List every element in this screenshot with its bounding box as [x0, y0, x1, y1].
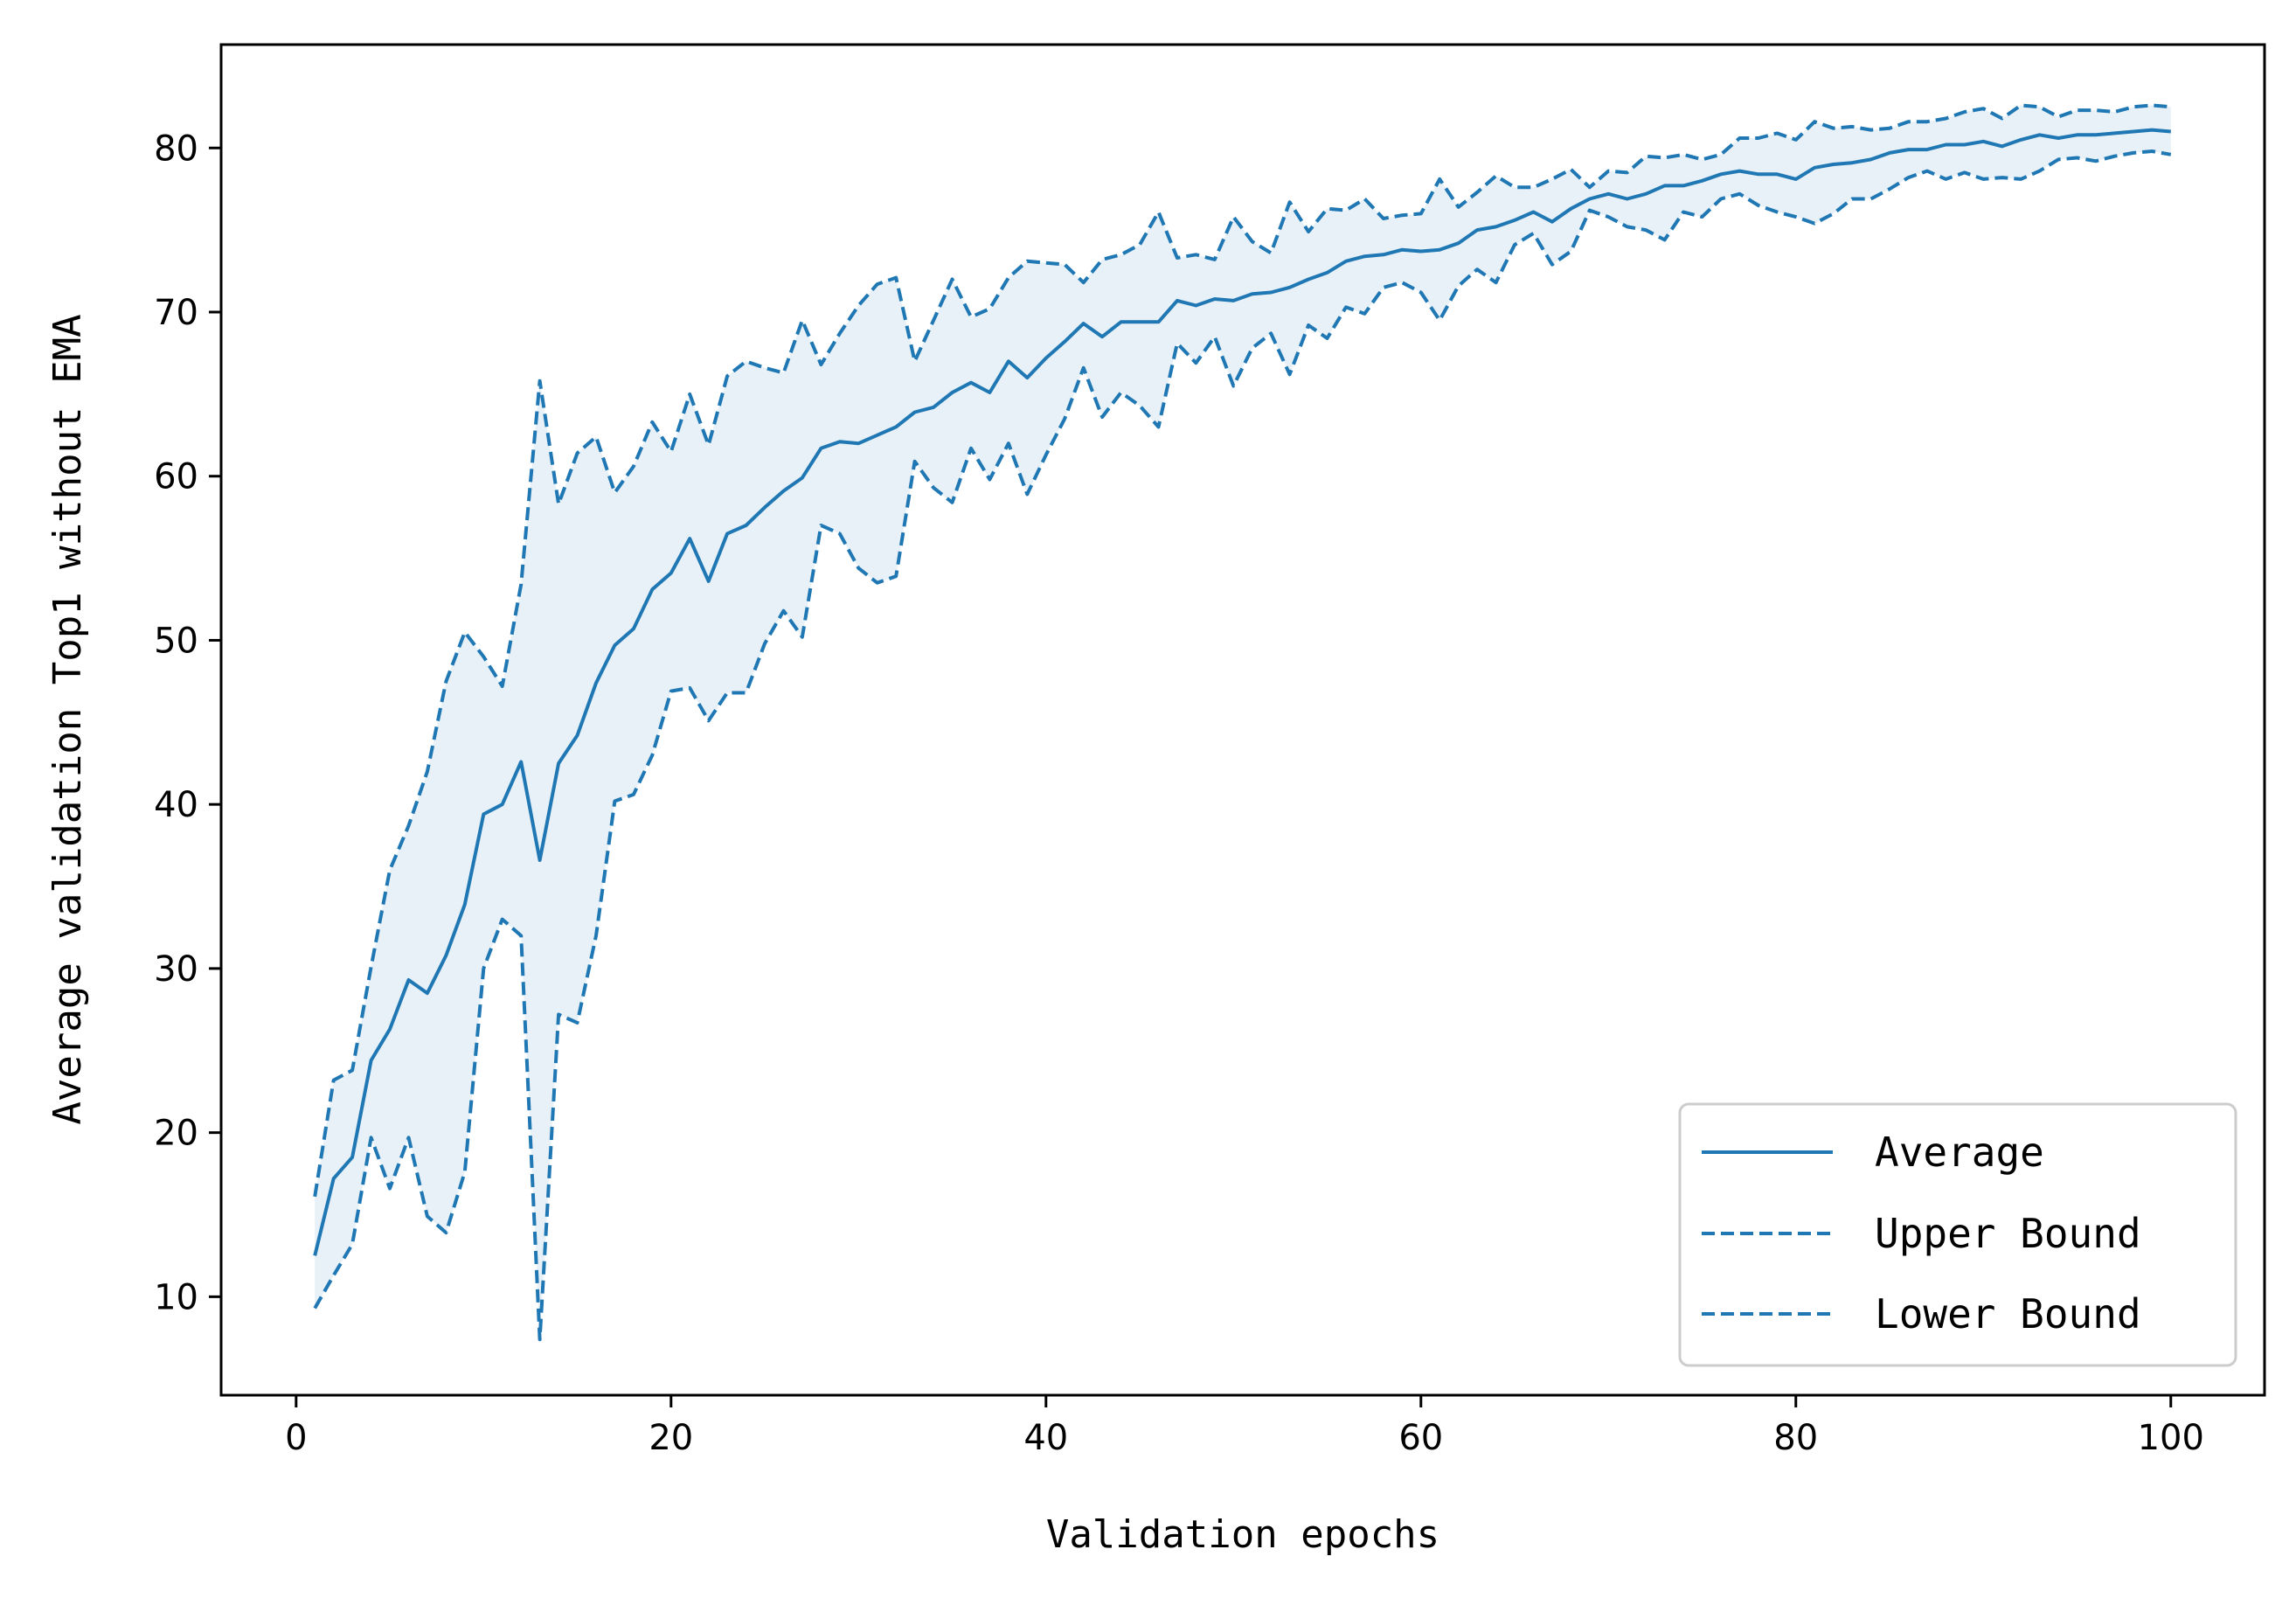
series-line-lower-bound: [313, 149, 2172, 1342]
y-tick-label: 30: [154, 949, 198, 990]
plot-frame: [219, 43, 2266, 1397]
y-tick-label: 60: [154, 457, 198, 497]
x-tick-label: 60: [1398, 1418, 1443, 1458]
legend-label-upper-bound: Upper Bound: [1875, 1210, 2141, 1257]
x-axis: 0 20 40 60 80 100: [285, 1395, 2204, 1458]
y-tick-label: 10: [154, 1277, 198, 1317]
confidence-band: [315, 105, 2171, 1340]
y-tick-label: 50: [154, 621, 198, 661]
x-tick-label: 100: [2138, 1418, 2204, 1458]
plot-area: [313, 103, 2172, 1342]
legend-label-lower-bound: Lower Bound: [1875, 1290, 2141, 1337]
x-tick-label: 40: [1023, 1418, 1068, 1458]
legend: Average Upper Bound Lower Bound: [1678, 1102, 2237, 1367]
x-tick-label: 80: [1773, 1418, 1818, 1458]
y-tick-label: 40: [154, 785, 198, 825]
legend-frame: [1678, 1102, 2237, 1367]
y-tick-label: 20: [154, 1114, 198, 1154]
y-tick-label: 70: [154, 293, 198, 333]
x-tick-label: 0: [285, 1418, 307, 1458]
series-line-average: [313, 128, 2171, 1256]
y-axis-label: Average validation Top1 without EMA: [45, 314, 90, 1124]
y-tick-label: 80: [154, 129, 198, 169]
x-axis-label: Validation epochs: [1046, 1512, 1439, 1557]
legend-label-average: Average: [1875, 1129, 2044, 1176]
y-axis: 10 20 30 40 50 60 70 80: [154, 129, 221, 1317]
x-tick-label: 20: [649, 1418, 693, 1458]
series-line-upper-bound: [313, 103, 2171, 1198]
